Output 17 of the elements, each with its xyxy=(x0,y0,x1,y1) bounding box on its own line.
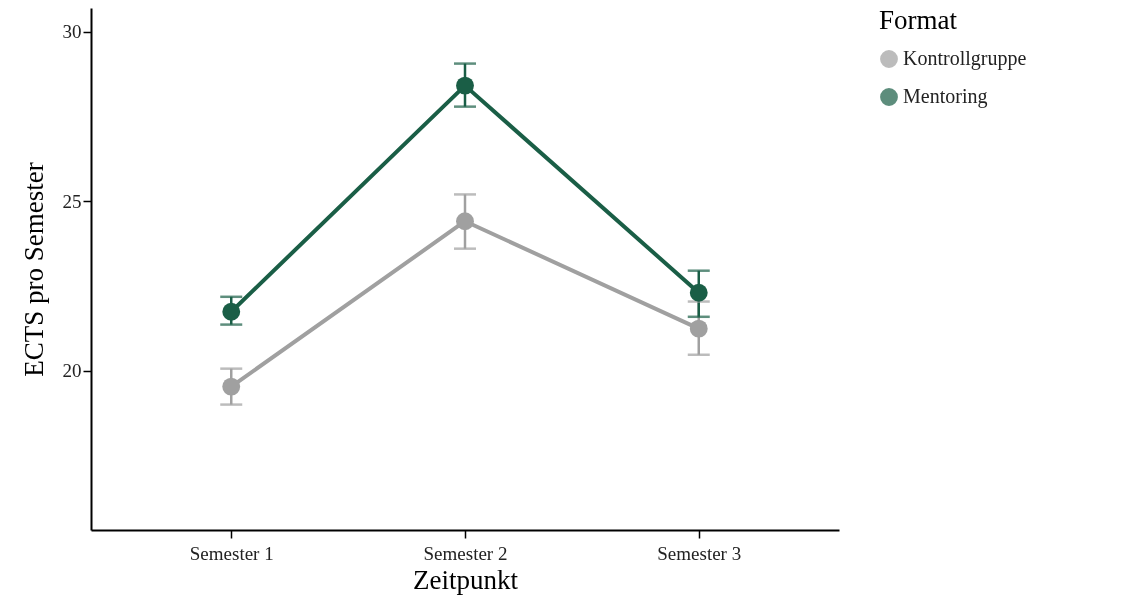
x-tick-label: Semester 2 xyxy=(423,542,508,564)
y-tick-label: 30 xyxy=(62,21,82,43)
legend-label: Mentoring xyxy=(903,85,988,108)
x-axis-title: Zeitpunkt xyxy=(413,564,519,595)
x-tick-label: Semester 1 xyxy=(189,542,274,564)
x-tick-label: Semester 3 xyxy=(657,542,742,564)
y-axis-title: ECTS pro Semester xyxy=(18,162,49,377)
point xyxy=(222,377,241,396)
point xyxy=(456,212,474,231)
legend-label: Kontrollgruppe xyxy=(903,47,1027,70)
legend-title: Format xyxy=(879,5,958,35)
point xyxy=(689,283,708,302)
y-tick-label: 20 xyxy=(62,360,82,382)
point xyxy=(222,302,241,321)
point xyxy=(689,319,708,338)
y-tick-label: 25 xyxy=(62,190,82,212)
point xyxy=(456,76,474,95)
